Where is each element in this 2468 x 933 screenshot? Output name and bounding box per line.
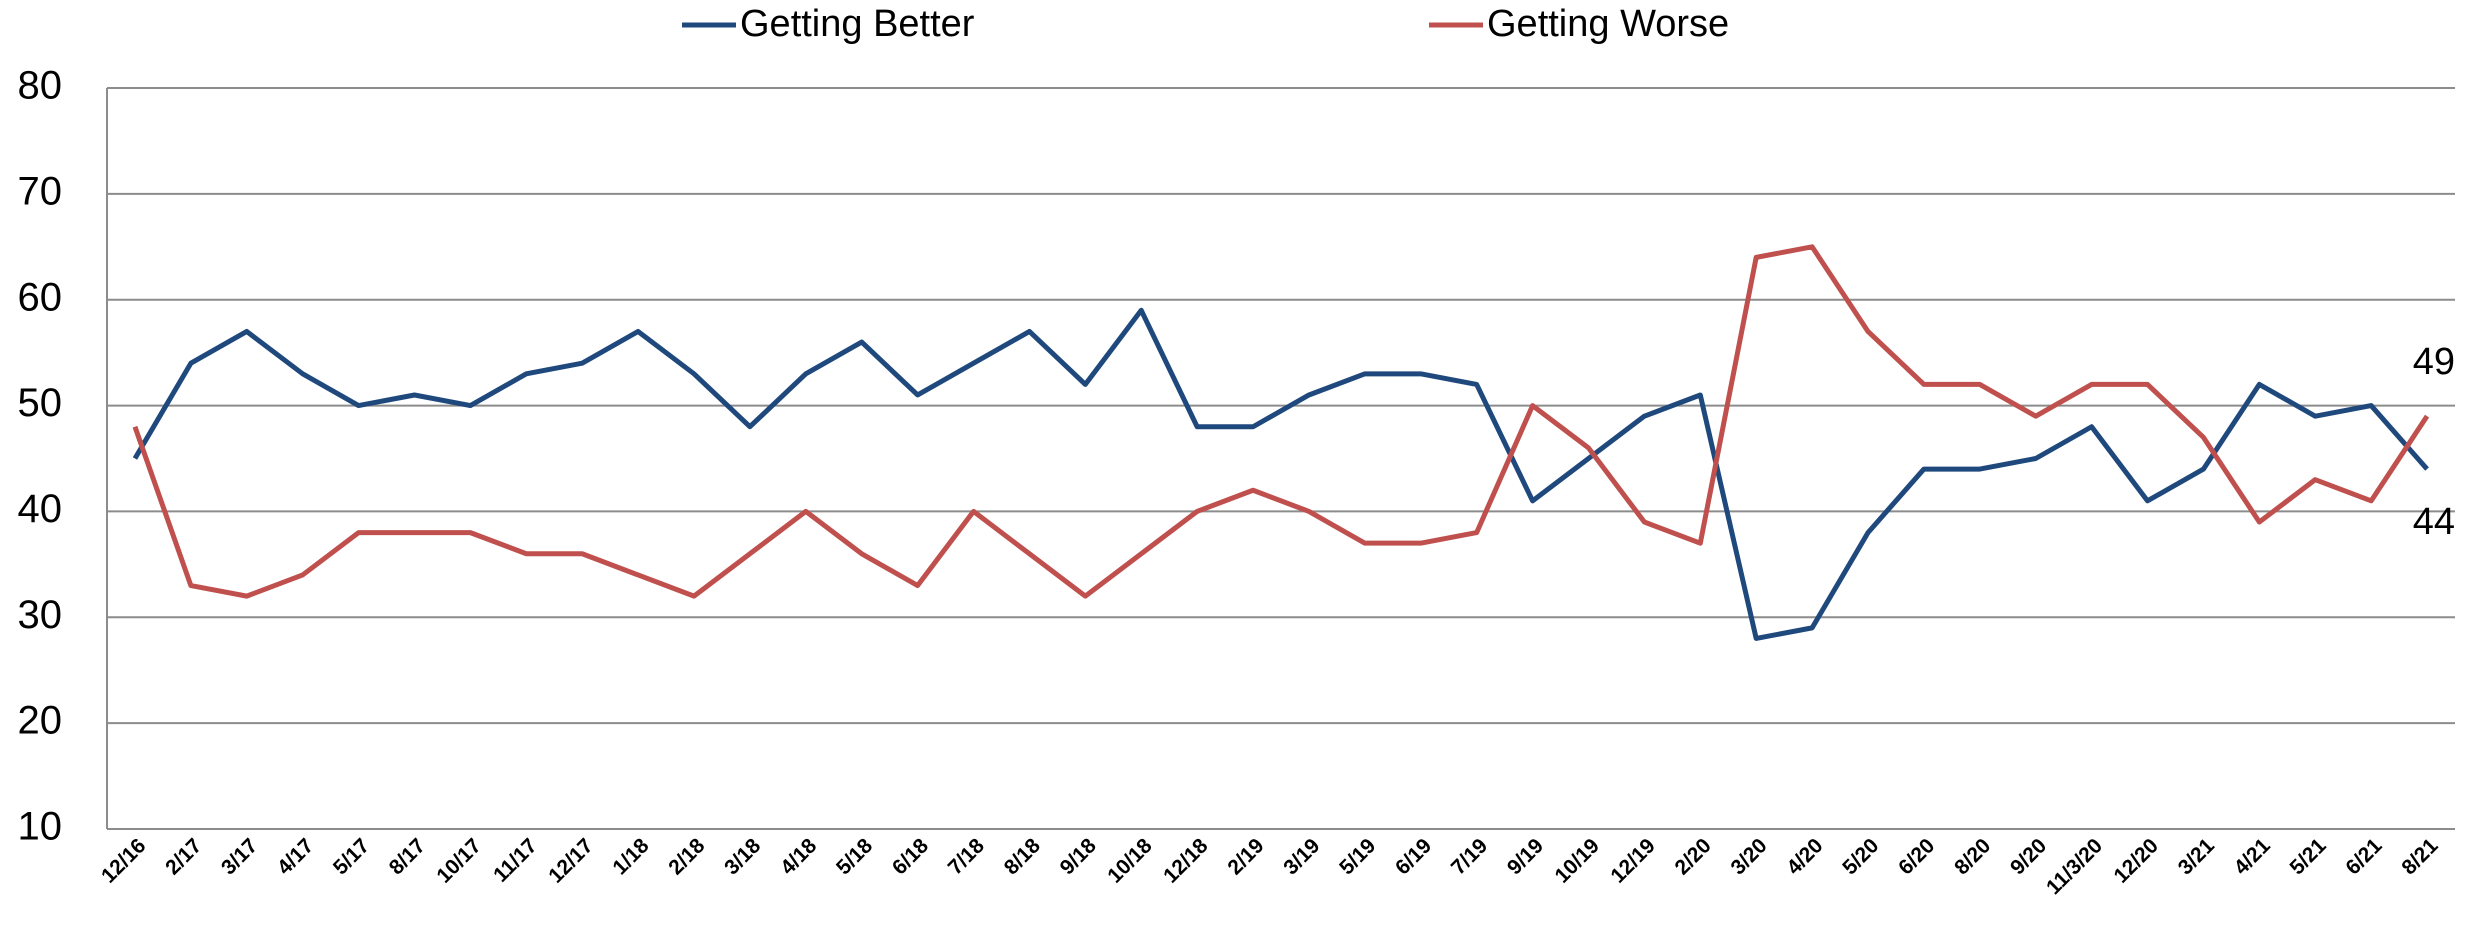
x-tick-label: 10/17 xyxy=(432,834,485,887)
x-tick-label: 2/17 xyxy=(161,834,206,879)
x-tick-label: 4/17 xyxy=(273,834,318,879)
x-tick-label: 9/20 xyxy=(2006,834,2051,879)
x-tick-label: 5/18 xyxy=(832,834,877,879)
data-label: 49 xyxy=(2413,341,2455,383)
x-tick-label: 11/17 xyxy=(489,834,542,887)
x-tick-label: 5/17 xyxy=(329,834,374,879)
y-tick-label: 50 xyxy=(18,381,63,425)
x-tick-label: 3/18 xyxy=(720,834,765,879)
x-tick-label: 6/18 xyxy=(888,834,933,879)
x-tick-label: 9/18 xyxy=(1056,834,1101,879)
x-tick-label: 4/21 xyxy=(2230,834,2275,879)
x-tick-label: 10/18 xyxy=(1103,834,1157,888)
x-tick-label: 3/21 xyxy=(2174,834,2219,879)
x-tick-label: 12/20 xyxy=(2110,834,2163,887)
x-tick-label: 6/21 xyxy=(2341,834,2386,879)
x-tick-label: 3/17 xyxy=(217,834,262,879)
x-tick-label: 11/3/20 xyxy=(2042,834,2107,899)
x-tick-label: 7/19 xyxy=(1447,834,1492,879)
line-series xyxy=(132,244,2430,599)
x-tick-label: 12/16 xyxy=(97,834,150,887)
x-tick-label: 9/19 xyxy=(1503,834,1548,879)
x-tick-label: 5/20 xyxy=(1838,834,1883,879)
x-tick-label: 2/20 xyxy=(1671,834,1716,879)
y-tick-label: 20 xyxy=(18,699,63,743)
x-tick-label: 12/18 xyxy=(1159,834,1213,888)
x-tick-label: 12/19 xyxy=(1606,834,1659,887)
x-tick-label: 7/18 xyxy=(944,834,989,879)
legend-label: Getting Worse xyxy=(1487,3,1729,45)
y-tick-label: 10 xyxy=(18,805,63,849)
x-tick-label: 8/18 xyxy=(1000,834,1045,879)
x-tick-label: 5/21 xyxy=(2286,834,2331,879)
x-tick-label: 3/19 xyxy=(1279,834,1324,879)
x-tick-label: 3/20 xyxy=(1726,834,1771,879)
legend-label: Getting Better xyxy=(740,3,975,45)
y-tick-label: 70 xyxy=(18,169,63,213)
x-tick-label: 6/19 xyxy=(1391,834,1436,879)
x-tick-label: 4/18 xyxy=(776,834,821,879)
x-tick-label: 8/20 xyxy=(1950,834,1995,879)
x-tick-label: 8/21 xyxy=(2397,834,2442,879)
x-tick-label: 2/18 xyxy=(664,834,709,879)
y-tick-label: 30 xyxy=(18,593,63,637)
y-tick-label: 80 xyxy=(18,64,63,108)
y-tick-label: 40 xyxy=(18,487,63,531)
x-tick-label: 10/19 xyxy=(1551,834,1604,887)
x-tick-label: 5/19 xyxy=(1335,834,1380,879)
x-tick-label: 8/17 xyxy=(385,834,430,879)
x-tick-label: 12/17 xyxy=(544,834,597,887)
x-tick-label: 4/20 xyxy=(1782,834,1827,879)
x-tick-label: 1/18 xyxy=(608,834,653,879)
y-tick-label: 60 xyxy=(18,275,63,319)
line-series xyxy=(132,307,2429,641)
data-label: 44 xyxy=(2413,501,2455,543)
x-tick-label: 6/20 xyxy=(1894,834,1939,879)
x-tick-label: 2/19 xyxy=(1223,834,1268,879)
